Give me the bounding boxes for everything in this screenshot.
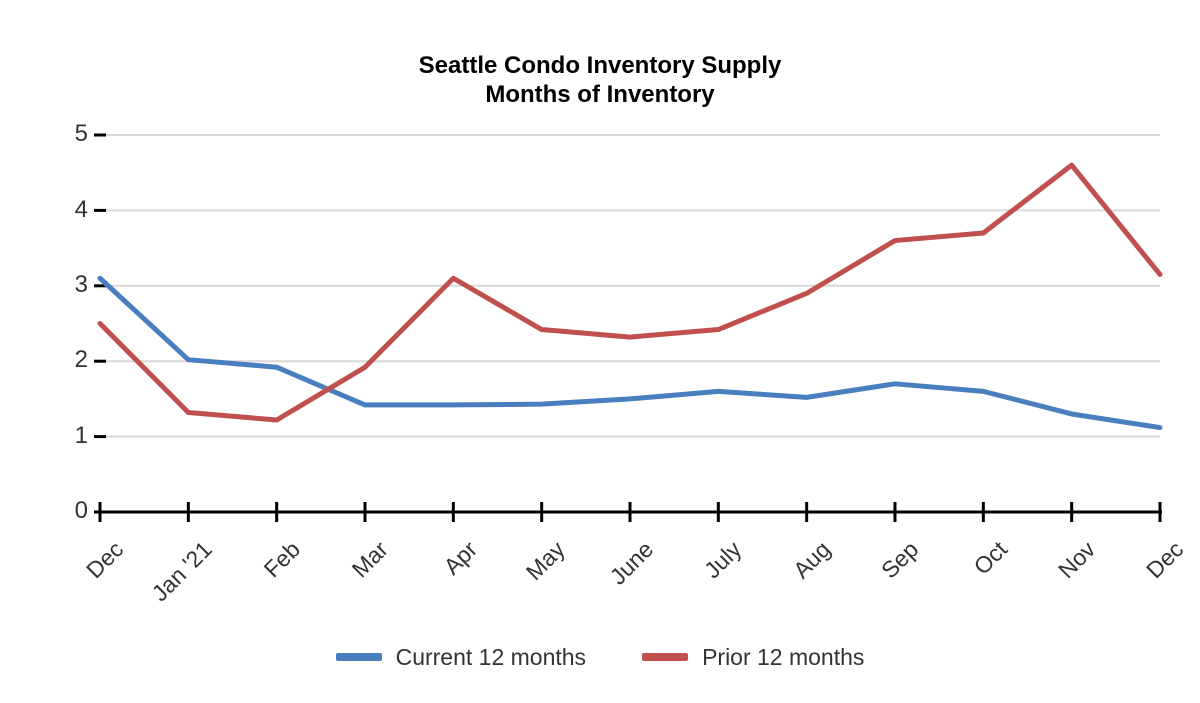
series-line (100, 278, 1160, 427)
y-tick-label: 3 (48, 271, 88, 299)
series-line (100, 165, 1160, 420)
y-tick-label: 0 (48, 497, 88, 525)
legend-item: Prior 12 months (642, 644, 864, 671)
legend-swatch (336, 653, 382, 661)
y-tick-label: 4 (48, 196, 88, 224)
legend-swatch (642, 653, 688, 661)
y-tick-label: 1 (48, 422, 88, 450)
legend-label: Prior 12 months (702, 644, 864, 671)
y-tick-label: 5 (48, 120, 88, 148)
legend-label: Current 12 months (396, 644, 586, 671)
legend-item: Current 12 months (336, 644, 586, 671)
chart-container: Seattle Condo Inventory Supply Months of… (0, 0, 1200, 703)
chart-legend: Current 12 months Prior 12 months (0, 640, 1200, 671)
chart-plot-area (0, 0, 1200, 703)
y-tick-label: 2 (48, 346, 88, 374)
